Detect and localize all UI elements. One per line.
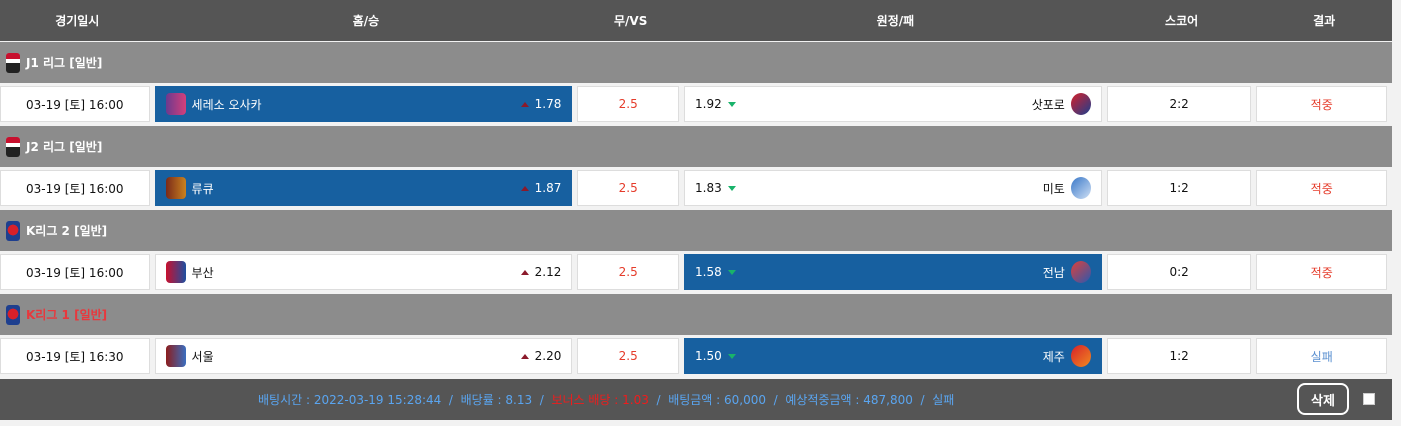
away-team: 미토	[1042, 181, 1065, 196]
league-header: J1 리그 [일반]	[0, 42, 1392, 83]
col-score: 스코어	[1165, 14, 1199, 28]
odds-up-icon	[520, 353, 529, 359]
bonus-rate: 보너스 배당 : 1.03	[551, 393, 649, 407]
odds-down-icon	[727, 353, 736, 359]
col-draw: 무/VS	[614, 14, 648, 28]
home-team: 세레소 오사카	[191, 97, 262, 112]
league-header: J2 리그 [일반]	[0, 126, 1392, 167]
home-odds: 2.12	[534, 265, 562, 279]
match-row: 03-19 [토] 16:00 세레소 오사카 1.78 2.5 1.92 삿포…	[0, 83, 1392, 125]
match-result: 적중	[1256, 254, 1388, 290]
bet-rate: 배당률 : 8.13	[460, 393, 533, 407]
draw-option[interactable]: 2.5	[577, 254, 680, 290]
match-score: 1:2	[1106, 170, 1252, 206]
expected-payout: 예상적중금액 : 487,800	[785, 393, 913, 407]
home-team-logo-icon	[165, 261, 186, 283]
home-odds: 1.87	[534, 181, 562, 195]
bet-info: 배팅시간 : 2022-03-19 15:28:44 / 배당률 : 8.13 …	[258, 391, 954, 408]
away-win-option[interactable]: 1.58 전남	[684, 254, 1102, 290]
league-name: K리그 1 [일반]	[26, 308, 108, 322]
league-header: K리그 2 [일반]	[0, 210, 1392, 251]
separator: /	[656, 393, 661, 407]
match-date: 03-19 [토] 16:00	[0, 170, 150, 206]
away-win-option[interactable]: 1.83 미토	[684, 170, 1102, 206]
select-checkbox[interactable]	[1363, 393, 1375, 405]
match-row: 03-19 [토] 16:30 서울 2.20 2.5 1.50 제주 1:2 …	[0, 335, 1392, 377]
home-win-option[interactable]: 서울 2.20	[154, 338, 573, 374]
draw-option[interactable]: 2.5	[577, 338, 680, 374]
bet-time: 배팅시간 : 2022-03-19 15:28:44	[258, 393, 442, 407]
away-win-option[interactable]: 1.92 삿포로	[684, 86, 1102, 122]
away-odds: 1.50	[695, 349, 722, 363]
match-result: 적중	[1256, 86, 1388, 122]
separator: /	[773, 393, 778, 407]
match-score: 2:2	[1106, 86, 1252, 122]
home-odds: 2.20	[534, 349, 562, 363]
odds-up-icon	[520, 185, 529, 191]
col-date: 경기일시	[55, 14, 100, 28]
odds-down-icon	[727, 101, 736, 107]
league-name: K리그 2 [일반]	[26, 224, 108, 238]
home-win-option[interactable]: 부산 2.12	[154, 254, 573, 290]
match-score: 0:2	[1106, 254, 1252, 290]
separator: /	[920, 393, 925, 407]
separator: /	[539, 393, 544, 407]
home-team-logo-icon	[165, 177, 186, 199]
delete-button[interactable]: 삭제	[1297, 383, 1349, 415]
league-header: K리그 1 [일반]	[0, 294, 1392, 335]
match-result: 실패	[1256, 338, 1388, 374]
league-name: J1 리그 [일반]	[26, 56, 103, 70]
home-win-option[interactable]: 세레소 오사카 1.78	[154, 86, 573, 122]
k-league-icon	[6, 220, 20, 241]
k-league-icon	[6, 304, 20, 325]
bet-summary: 배팅시간 : 2022-03-19 15:28:44 / 배당률 : 8.13 …	[0, 379, 1392, 420]
separator: /	[448, 393, 453, 407]
away-team: 제주	[1042, 349, 1065, 364]
odds-up-icon	[520, 101, 529, 107]
home-odds: 1.78	[534, 97, 562, 111]
home-team: 부산	[191, 265, 214, 280]
away-odds: 1.92	[695, 97, 722, 111]
away-win-option[interactable]: 1.50 제주	[684, 338, 1102, 374]
away-odds: 1.58	[695, 265, 722, 279]
match-date: 03-19 [토] 16:00	[0, 254, 150, 290]
home-team-logo-icon	[165, 345, 186, 367]
table-header: 경기일시 홈/승 무/VS 원정/패 스코어 결과	[0, 0, 1392, 41]
j-league-icon	[6, 136, 20, 157]
j-league-icon	[6, 52, 20, 73]
bet-slip-table: 경기일시 홈/승 무/VS 원정/패 스코어 결과 J1 리그 [일반] 03-…	[0, 0, 1392, 420]
draw-option[interactable]: 2.5	[577, 86, 680, 122]
bet-amount: 배팅금액 : 60,000	[668, 393, 767, 407]
away-team-logo-icon	[1070, 261, 1091, 283]
match-score: 1:2	[1106, 338, 1252, 374]
odds-down-icon	[727, 185, 736, 191]
match-result: 적중	[1256, 170, 1388, 206]
match-row: 03-19 [토] 16:00 부산 2.12 2.5 1.58 전남 0:2 …	[0, 251, 1392, 293]
home-team: 서울	[191, 349, 214, 364]
match-date: 03-19 [토] 16:30	[0, 338, 150, 374]
home-team-logo-icon	[165, 93, 186, 115]
odds-down-icon	[727, 269, 736, 275]
col-away: 원정/패	[876, 14, 915, 28]
away-team-logo-icon	[1070, 345, 1091, 367]
away-odds: 1.83	[695, 181, 722, 195]
away-team: 삿포로	[1031, 97, 1065, 112]
away-team: 전남	[1042, 265, 1065, 280]
bet-status: 실패	[932, 393, 955, 407]
odds-up-icon	[520, 269, 529, 275]
away-team-logo-icon	[1070, 177, 1091, 199]
home-win-option[interactable]: 류큐 1.87	[154, 170, 573, 206]
col-result: 결과	[1313, 14, 1336, 28]
draw-option[interactable]: 2.5	[577, 170, 680, 206]
league-name: J2 리그 [일반]	[26, 140, 103, 154]
away-team-logo-icon	[1070, 93, 1091, 115]
home-team: 류큐	[191, 181, 214, 196]
match-row: 03-19 [토] 16:00 류큐 1.87 2.5 1.83 미토 1:2 …	[0, 167, 1392, 209]
col-home: 홈/승	[352, 14, 380, 28]
match-date: 03-19 [토] 16:00	[0, 86, 150, 122]
